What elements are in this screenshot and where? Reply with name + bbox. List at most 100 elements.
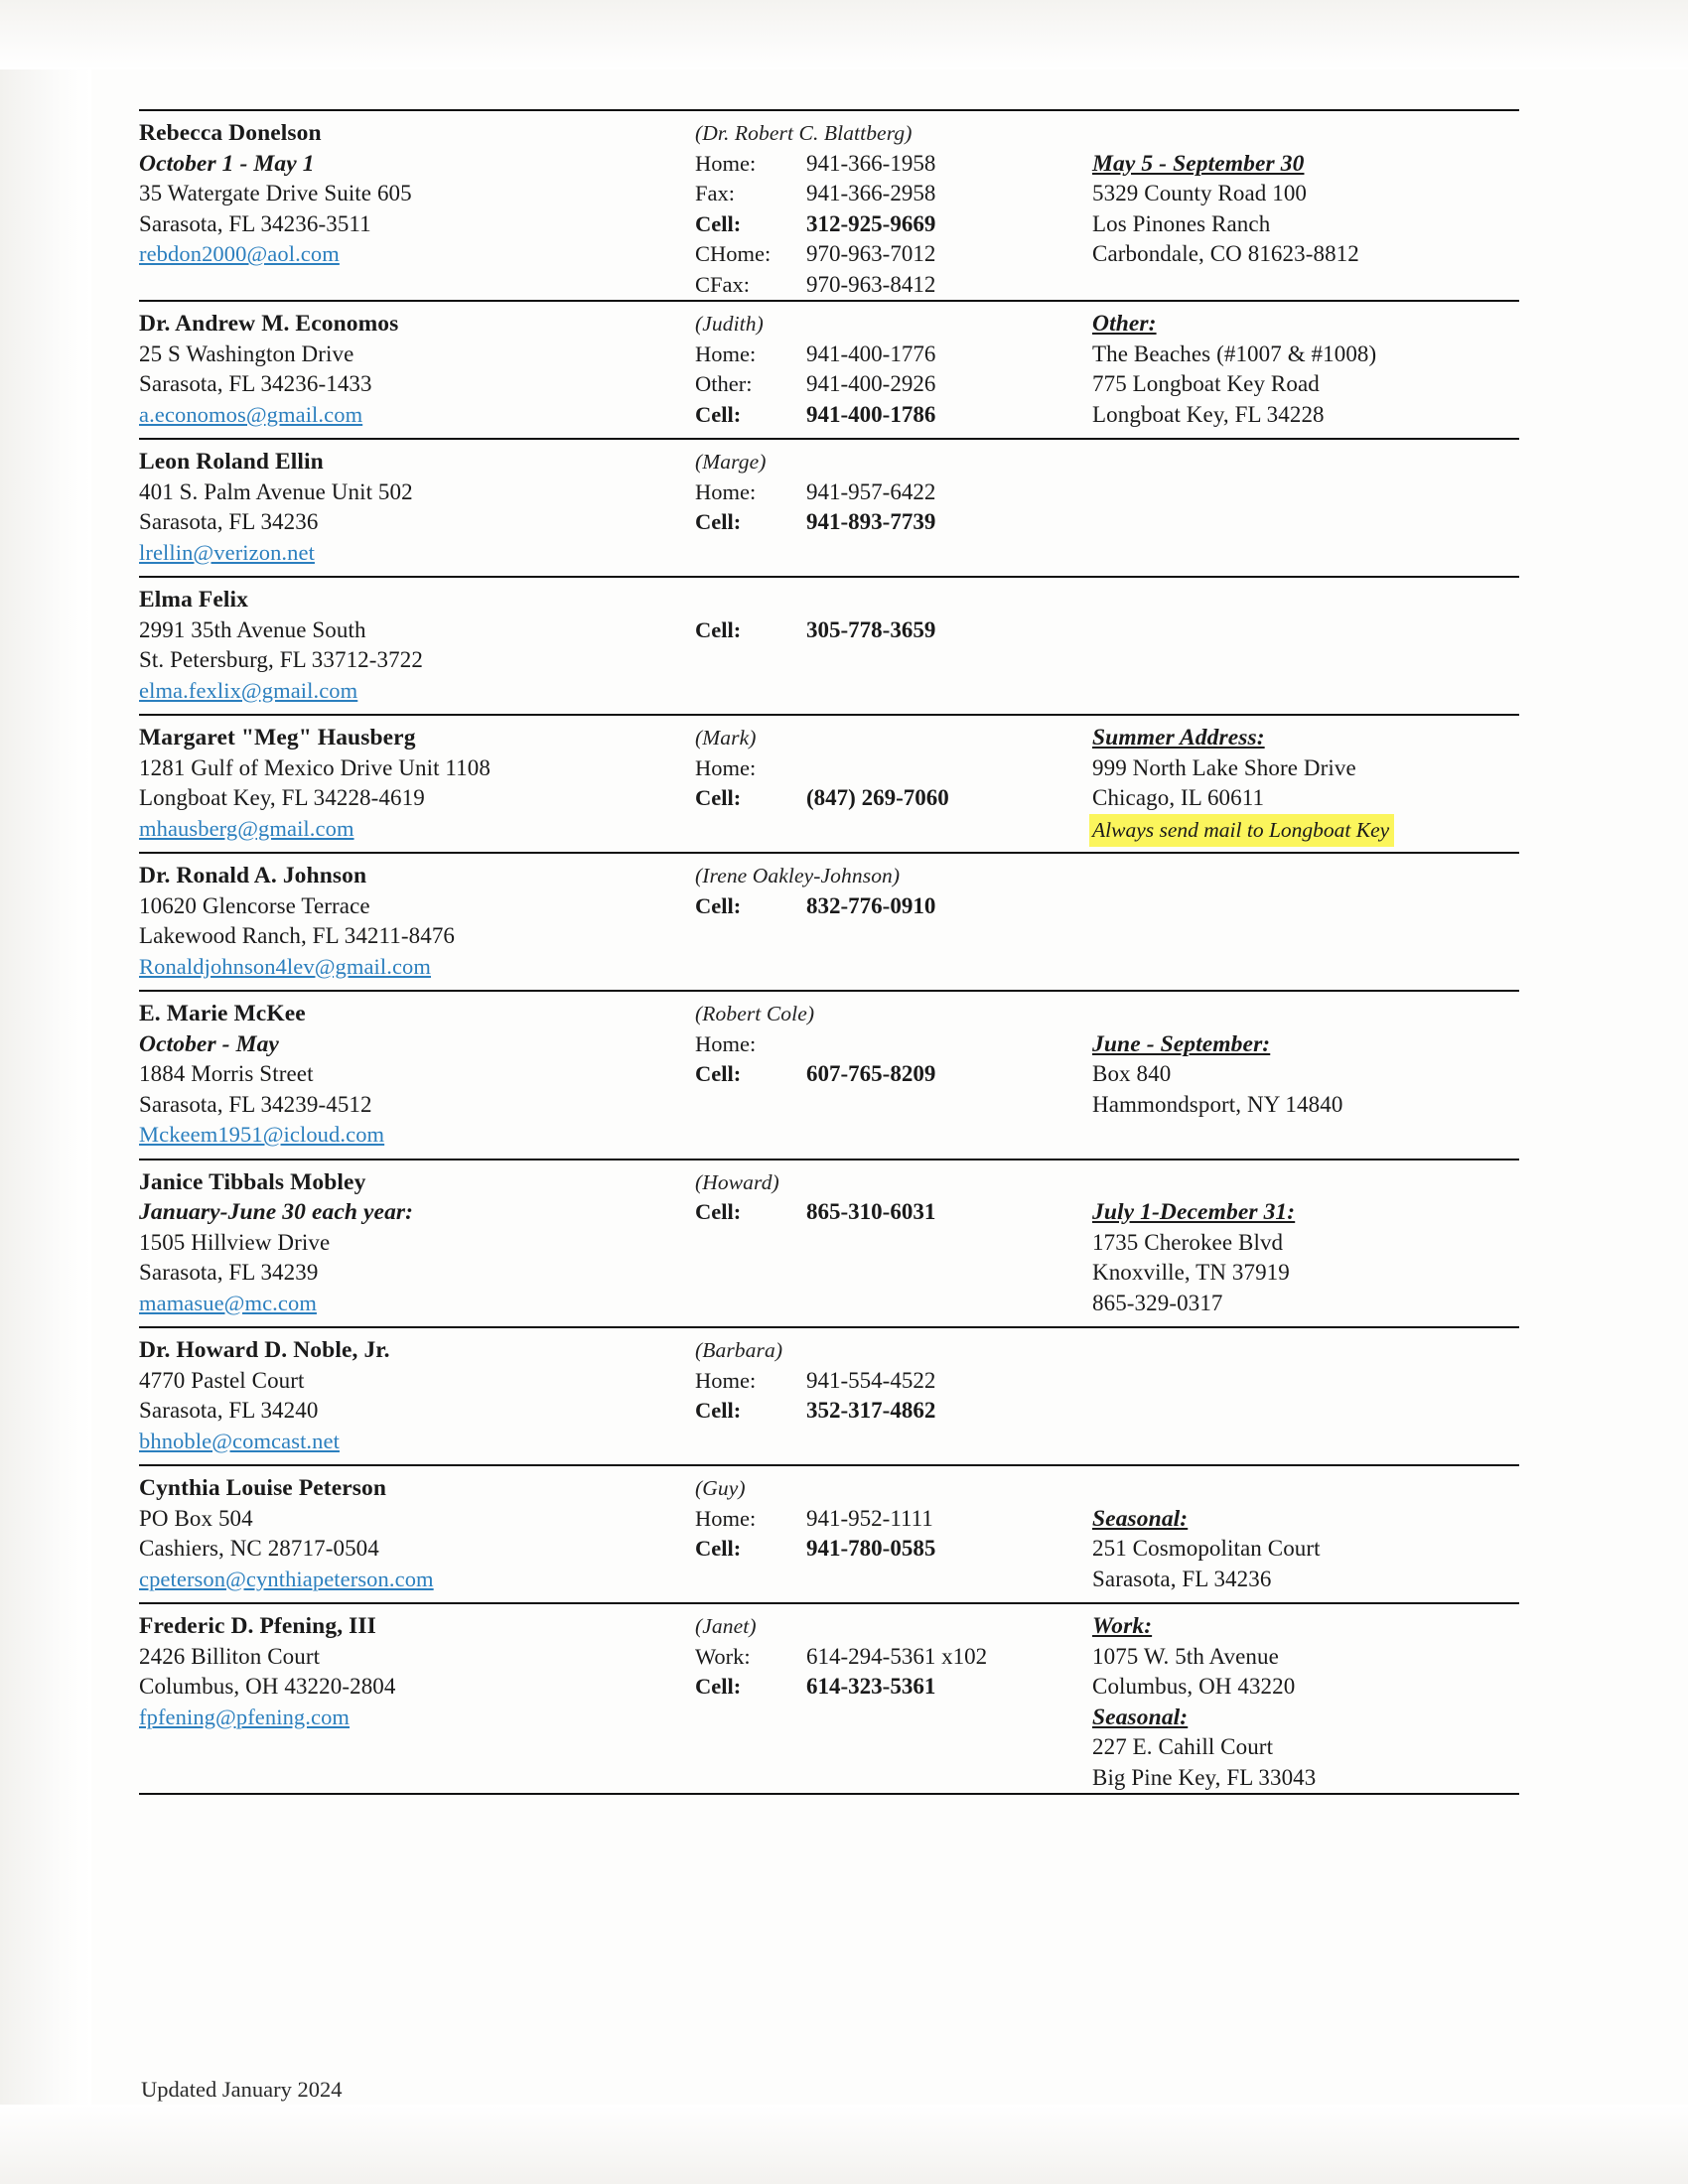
contact-email-line: mamasue@mc.com	[139, 1289, 695, 1319]
contact-email-line: Ronaldjohnson4lev@gmail.com	[139, 952, 695, 983]
contact-address-line: 25 S Washington Drive	[139, 341, 354, 366]
contact-entry: Dr. Howard D. Noble, Jr. 4770 Pastel Cour…	[139, 1326, 1519, 1464]
contact-address-line: Sarasota, FL 34236-1433	[139, 371, 372, 396]
contact-phone-row: Cell: 941-893-7739	[695, 507, 1092, 538]
contact-phone-column: (Dr. Robert C. Blattberg) Home: 941-366-19…	[695, 111, 1092, 300]
contact-spouse-name: (Janet)	[695, 1614, 757, 1638]
contact-address-line: 35 Watergate Drive Suite 605	[139, 181, 412, 205]
contact-address-line: Sarasota, FL 34239	[139, 1260, 319, 1285]
contact-primary-column: Cynthia Louise Peterson PO Box 504 Cashier…	[139, 1466, 695, 1602]
contact-phone-row: Home: 941-957-6422	[695, 478, 1092, 508]
contact-alternate-address-column: May 5 - September 30 5329 County Road 100…	[1092, 111, 1519, 270]
contact-phone-column: (Judith) Home: 941-400-1776 Other: 941-400-2…	[695, 302, 1092, 430]
contact-entry: Dr. Ronald A. Johnson 10620 Glencorse Ter…	[139, 852, 1519, 990]
contact-entry-columns: Janice Tibbals Mobley January-June 30 eac…	[139, 1160, 1519, 1327]
contact-phone-number: 312-925-9669	[806, 210, 936, 236]
alt-column-spacer	[1092, 1473, 1519, 1504]
contact-email-link[interactable]: fpfening@pfening.com	[139, 1704, 351, 1729]
contact-phone-number: 941-366-2958	[806, 181, 936, 205]
contact-phone-column: Cell: 305-778-3659	[695, 578, 1092, 645]
contact-address-line: 1281 Gulf of Mexico Drive Unit 1108	[139, 754, 491, 780]
contact-phone-number: 614-294-5361 x102	[806, 1643, 988, 1669]
contact-entry: Rebecca Donelson October 1 - May 1 35 Wate…	[139, 109, 1519, 300]
contact-email-line: mhausberg@gmail.com	[139, 814, 695, 845]
contact-phone-column: (Mark) Home: Cell: (847) 269-7060	[695, 716, 1092, 814]
alt-address-line: The Beaches (#1007 & #1008)	[1092, 341, 1377, 366]
contact-spouse-name: (Dr. Robert C. Blattberg)	[695, 121, 913, 145]
contact-phone-row: Other: 941-400-2926	[695, 369, 1092, 400]
alt-address-heading: July 1-December 31:	[1092, 1199, 1296, 1225]
alt-address-line: 5329 County Road 100	[1092, 181, 1308, 205]
contact-phone-label: Home:	[695, 1030, 757, 1056]
contact-email-link[interactable]: cpeterson@cynthiapeterson.com	[139, 1566, 434, 1591]
contact-phone-number: (847) 269-7060	[806, 785, 949, 810]
contact-phone-label: Cell:	[695, 401, 742, 427]
contact-alternate-address-column: Seasonal: 251 Cosmopolitan Court Sarasota,…	[1092, 1466, 1519, 1594]
contact-season-label: January-June 30 each year:	[139, 1199, 414, 1225]
contact-phone-column: (Barbara) Home: 941-554-4522 Cell: 352-317-4…	[695, 1328, 1092, 1427]
contact-email-link[interactable]: Ronaldjohnson4lev@gmail.com	[139, 953, 432, 979]
contact-primary-column: Janice Tibbals Mobley January-June 30 eac…	[139, 1160, 695, 1327]
contact-phone-number: 941-400-1776	[806, 341, 936, 366]
alt-address-heading: Seasonal:	[1092, 1505, 1189, 1532]
contact-email-link[interactable]: a.economos@gmail.com	[139, 401, 363, 427]
contact-alternate-address-column	[1092, 854, 1519, 861]
alt-column-spacer	[1092, 999, 1519, 1029]
contact-name: Elma Felix	[139, 587, 248, 613]
scan-edge-top	[0, 0, 1688, 69]
alt-address-line-secondary: 227 E. Cahill Court	[1092, 1734, 1274, 1759]
contact-phone-number: 941-957-6422	[806, 478, 936, 504]
contact-email-link[interactable]: elma.fexlix@gmail.com	[139, 677, 358, 703]
alt-address-line: 865-329-0317	[1092, 1290, 1223, 1315]
contact-address-line: Sarasota, FL 34239-4512	[139, 1091, 372, 1117]
highlighted-note: Always send mail to Longboat Key	[1089, 813, 1395, 847]
contact-phone-label: Cell:	[695, 1199, 742, 1224]
contact-primary-column: E. Marie McKee October - May 1884 Morris S…	[139, 992, 695, 1159]
contact-alternate-address-column: Work: 1075 W. 5th Avenue Columbus, OH 4322…	[1092, 1604, 1519, 1793]
contact-alternate-address-column: Other: The Beaches (#1007 & #1008) 775 Lon…	[1092, 302, 1519, 430]
contact-email-line: cpeterson@cynthiapeterson.com	[139, 1565, 695, 1595]
contact-email-link[interactable]: lrellin@verizon.net	[139, 539, 315, 565]
contact-phone-label: Fax:	[695, 181, 736, 205]
contact-phone-label: Home:	[695, 1367, 757, 1393]
contact-email-line: fpfening@pfening.com	[139, 1703, 695, 1733]
contact-entry-columns: Rebecca Donelson October 1 - May 1 35 Wate…	[139, 111, 1519, 300]
contact-phone-label: Cell:	[695, 616, 742, 642]
contact-phone-row: Cell: 614-323-5361	[695, 1672, 1092, 1703]
contact-email-line: a.economos@gmail.com	[139, 400, 695, 431]
contact-phone-number: 941-366-1958	[806, 150, 936, 176]
contact-email-link[interactable]: rebdon2000@aol.com	[139, 241, 340, 266]
contact-spouse-name: (Barbara)	[695, 1338, 783, 1362]
contact-phone-number: 305-778-3659	[806, 616, 936, 642]
contact-name: E. Marie McKee	[139, 1001, 306, 1026]
contact-email-link[interactable]: bhnoble@comcast.net	[139, 1428, 340, 1453]
contact-phone-label: Work:	[695, 1643, 751, 1669]
contact-address-line: 1884 Morris Street	[139, 1061, 314, 1086]
contact-address-line: 2426 Billiton Court	[139, 1643, 321, 1669]
contact-phone-number: 970-963-7012	[806, 241, 936, 266]
alt-address-line: Columbus, OH 43220	[1092, 1674, 1296, 1699]
contact-entry-columns: Margaret "Meg" Hausberg 1281 Gulf of Mexi…	[139, 716, 1519, 852]
contact-spouse-name: (Judith)	[695, 312, 764, 336]
contact-primary-column: Dr. Andrew M. Economos 25 S Washington Dr…	[139, 302, 695, 438]
scan-edge-left	[0, 0, 91, 2184]
contact-phone-label: Other:	[695, 371, 753, 396]
contact-phone-row: Cell: 941-400-1786	[695, 400, 1092, 431]
alt-address-line: 1075 W. 5th Avenue	[1092, 1643, 1279, 1669]
highlighted-note-row: Always send mail to Longboat Key	[1089, 813, 1467, 847]
alt-address-line: Hammondsport, NY 14840	[1092, 1091, 1343, 1117]
contact-email-link[interactable]: mamasue@mc.com	[139, 1290, 317, 1315]
contact-email-link[interactable]: Mckeem1951@icloud.com	[139, 1122, 385, 1147]
contact-primary-column: Margaret "Meg" Hausberg 1281 Gulf of Mexi…	[139, 716, 695, 852]
contact-address-line: Sarasota, FL 34240	[139, 1398, 319, 1423]
contact-email-link[interactable]: mhausberg@gmail.com	[139, 815, 354, 841]
contact-phone-column: (Marge) Home: 941-957-6422 Cell: 941-893-773…	[695, 440, 1092, 538]
contact-name: Frederic D. Pfening, III	[139, 1613, 376, 1639]
contact-entry: E. Marie McKee October - May 1884 Morris S…	[139, 990, 1519, 1159]
contact-name: Margaret "Meg" Hausberg	[139, 725, 416, 751]
contact-entry: Janice Tibbals Mobley January-June 30 eac…	[139, 1158, 1519, 1327]
contact-address-line: Columbus, OH 43220-2804	[139, 1674, 396, 1699]
scan-edge-bottom	[0, 2105, 1688, 2184]
contact-phone-row: Cell: 865-310-6031	[695, 1197, 1092, 1228]
